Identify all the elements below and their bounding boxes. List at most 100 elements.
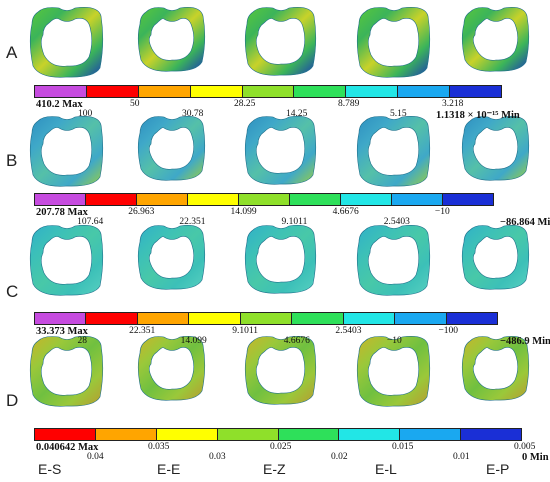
contour-ring [29, 116, 104, 187]
scale-segment [137, 313, 190, 324]
scale-tick-label: 22.351 [179, 217, 206, 227]
scale-segment [86, 313, 138, 324]
scale-tick-label: 14.099 [180, 336, 207, 346]
row-letter-d: D [6, 391, 19, 410]
scale-tick-label: 2.5403 [383, 217, 410, 227]
scale-max-label: 33.373 Max [36, 326, 88, 337]
color-scale-d [34, 428, 522, 441]
contour-ring [244, 336, 317, 405]
contour-ring [356, 336, 431, 407]
scale-max-label: 0.040642 Max [36, 442, 99, 453]
scale-max-label: 207.78 Max [36, 207, 88, 218]
scale-tick-label: 0.035 [148, 442, 170, 452]
scale-min-label: 1.1318 × 10⁻¹⁵ Min [436, 110, 520, 121]
scale-segment [188, 194, 239, 205]
scale-tick-label: 9.1011 [232, 326, 258, 336]
scale-segment [294, 86, 347, 97]
row-letter-b: B [6, 151, 18, 170]
scale-segment [35, 313, 87, 324]
contour-ring [356, 116, 431, 187]
scale-segment [292, 313, 344, 324]
scale-segment [217, 429, 279, 440]
scale-tick-label: 107.64 [77, 217, 104, 227]
scale-tick-label: 3.218 [442, 99, 464, 109]
contour-ring [29, 7, 104, 78]
color-scale-b [34, 193, 494, 206]
scale-tick-label: 22.351 [129, 326, 156, 336]
column-label-e-s: E-S [38, 461, 62, 477]
contour-ring [461, 225, 530, 290]
scale-segment [290, 194, 341, 205]
scale-segment [190, 86, 243, 97]
scale-segment [341, 194, 392, 205]
scale-segment [35, 194, 86, 205]
contour-ring [356, 225, 431, 296]
scale-segment [86, 194, 137, 205]
scale-tick-label: 4.6676 [283, 336, 310, 346]
scale-max-label: 410.2 Max [36, 99, 83, 110]
scale-segment [239, 194, 290, 205]
scale-tick-label: −100 [438, 326, 459, 336]
scale-segment [95, 429, 157, 440]
scale-tick-label: 14.25 [286, 109, 308, 119]
scale-tick-label: 0.015 [392, 442, 414, 452]
scale-segment [398, 86, 451, 97]
scale-segment [189, 313, 241, 324]
scale-segment [35, 429, 96, 440]
scale-tick-label: 0.04 [87, 452, 104, 462]
scale-tick-label: 0.03 [209, 452, 226, 462]
scale-tick-label: 8.789 [338, 99, 360, 109]
scale-min-label: −486.9 Min [500, 336, 550, 347]
contour-ring [137, 336, 206, 401]
contour-ring [137, 225, 206, 290]
scale-segment [138, 86, 191, 97]
contour-ring [461, 336, 530, 401]
scale-segment [392, 194, 443, 205]
scale-tick-label: 0.01 [453, 452, 470, 462]
scale-tick-label: 9.1011 [281, 217, 308, 227]
contour-ring [29, 336, 104, 407]
scale-segment [242, 86, 295, 97]
scale-tick-label: 5.15 [390, 109, 407, 119]
row-letter-a: A [6, 43, 18, 62]
scale-segment [137, 194, 188, 205]
scale-tick-label: 50 [130, 99, 140, 109]
scale-segment [278, 429, 340, 440]
scale-tick-label: 0.025 [270, 442, 292, 452]
scale-tick-label: −10 [434, 207, 450, 217]
scale-tick-label: 26.963 [128, 207, 155, 217]
contour-ring [29, 225, 104, 296]
scale-segment [343, 313, 396, 324]
scale-segment [86, 86, 139, 97]
scale-segment [156, 429, 218, 440]
contour-ring [244, 225, 317, 294]
scale-tick-label: −10 [386, 336, 402, 346]
scale-tick-label: 0.02 [331, 452, 348, 462]
scale-tick-label: 2.5403 [335, 326, 362, 336]
color-scale-a [34, 85, 502, 98]
scale-tick-label: 30.78 [182, 109, 204, 119]
color-scale-c [34, 312, 498, 325]
scale-segment [395, 313, 447, 324]
contour-ring [137, 116, 206, 181]
scale-segment [450, 86, 502, 97]
scale-segment [240, 313, 293, 324]
contour-ring [461, 116, 530, 181]
scale-segment [35, 86, 87, 97]
scale-tick-label: 14.099 [230, 207, 257, 217]
contour-ring [137, 7, 206, 72]
scale-segment [461, 429, 521, 440]
column-label-e-z: E-Z [263, 461, 286, 477]
scale-tick-label: 4.6676 [332, 207, 359, 217]
scale-segment [400, 429, 462, 440]
contour-ring [244, 7, 317, 76]
scale-tick-label: 28 [77, 336, 88, 346]
scale-segment [339, 429, 401, 440]
scale-tick-label: 28.25 [234, 99, 256, 109]
column-label-e-p: E-P [486, 461, 510, 477]
row-letter-c: C [6, 282, 19, 301]
scale-min-label: 0 Min [522, 452, 549, 463]
scale-segment [443, 194, 493, 205]
scale-min-label: −86.864 Min [500, 217, 550, 228]
scale-segment [346, 86, 399, 97]
